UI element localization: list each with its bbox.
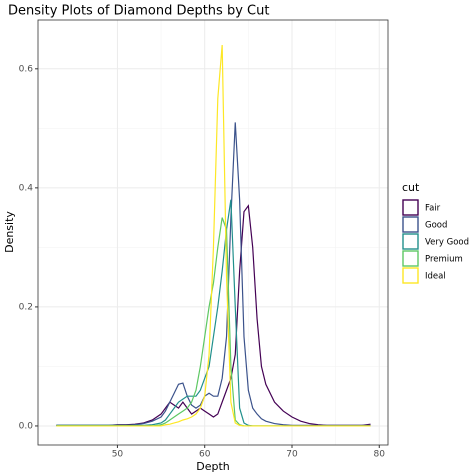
density-line	[56, 44, 371, 427]
density-line	[56, 122, 371, 426]
legend-label: Good	[425, 221, 447, 231]
legend-label: Premium	[425, 255, 463, 265]
y-axis-label: Density	[3, 211, 16, 253]
legend-title: cut	[402, 181, 420, 194]
legend-label: Very Good	[425, 238, 469, 248]
y-tick-label: 0.2	[19, 302, 33, 312]
x-tick-label: 50	[112, 450, 124, 460]
legend-key	[402, 233, 419, 250]
legend-key	[402, 199, 419, 216]
y-tick-label: 0.6	[19, 64, 34, 74]
x-tick-label: 60	[199, 450, 211, 460]
y-tick-label: 0.0	[19, 421, 34, 431]
x-tick-label: 70	[286, 450, 298, 460]
y-tick-label: 0.4	[19, 183, 34, 193]
legend-label: Fair	[425, 204, 441, 214]
legend-key	[402, 216, 419, 233]
x-tick-label: 80	[374, 450, 386, 460]
legend-key	[402, 250, 419, 267]
legend-label: Ideal	[425, 272, 446, 282]
x-axis-label: Depth	[196, 460, 230, 473]
panel-border	[37, 19, 389, 446]
legend-key	[402, 267, 419, 284]
chart-title: Density Plots of Diamond Depths by Cut	[8, 4, 269, 19]
